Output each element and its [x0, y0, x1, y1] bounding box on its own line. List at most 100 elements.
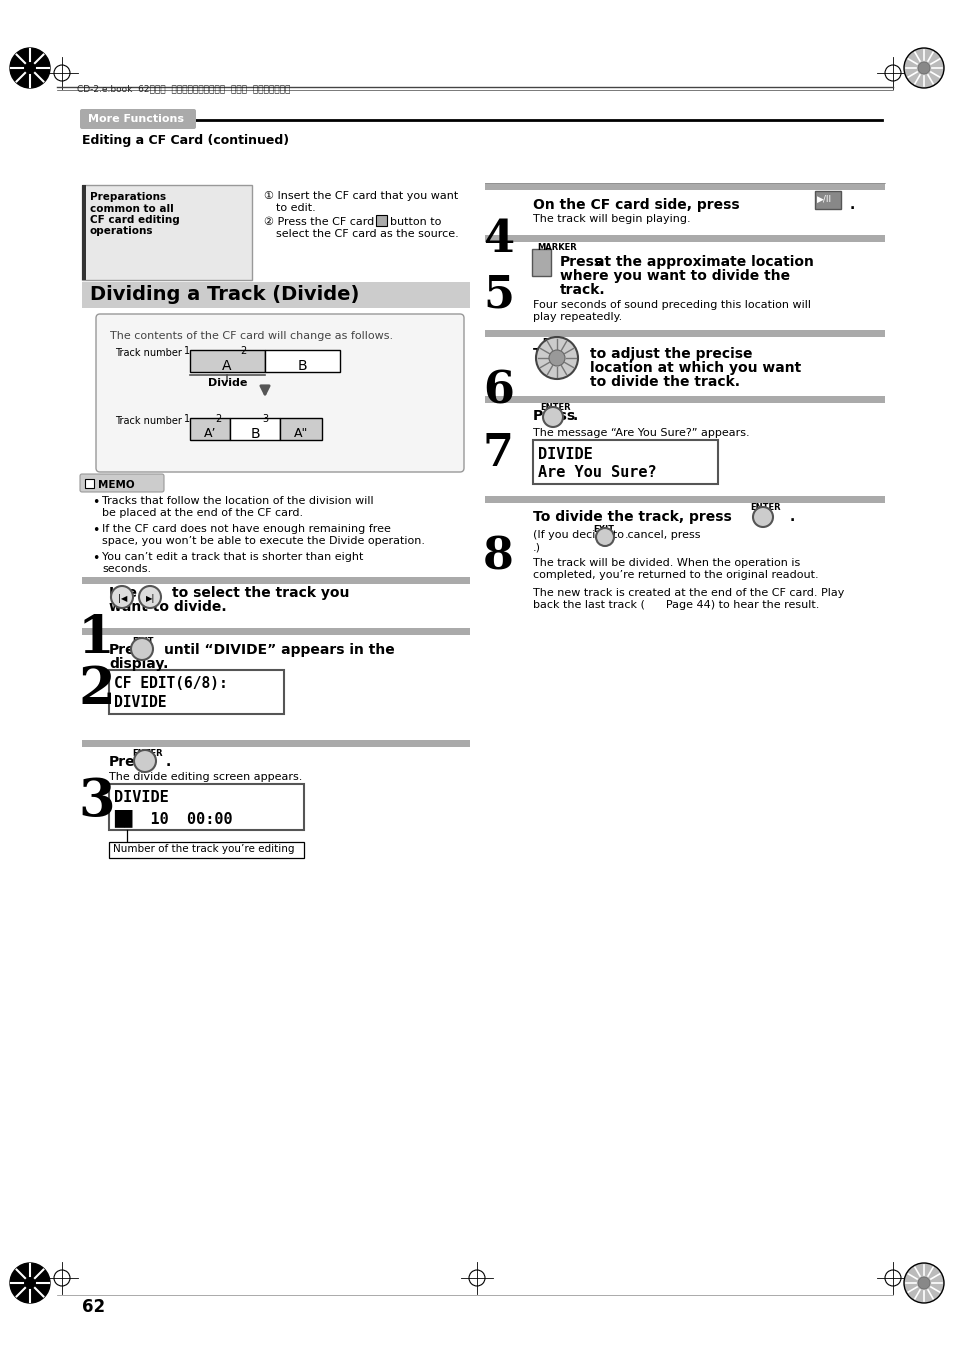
Text: DIVIDE: DIVIDE — [113, 694, 167, 711]
Text: ENTER: ENTER — [749, 503, 780, 512]
Text: DIVIDE: DIVIDE — [113, 790, 169, 805]
Bar — [109, 842, 304, 858]
Text: |◀: |◀ — [118, 594, 128, 603]
Bar — [82, 282, 470, 308]
Text: ENTER: ENTER — [539, 403, 570, 412]
Text: Press: Press — [109, 755, 152, 769]
Circle shape — [10, 49, 50, 88]
Bar — [109, 670, 284, 713]
Circle shape — [917, 62, 929, 74]
Text: .: . — [166, 755, 172, 769]
Text: .: . — [849, 199, 854, 212]
Text: Dividing a Track (Divide): Dividing a Track (Divide) — [90, 285, 359, 304]
Text: A: A — [222, 359, 232, 373]
Bar — [265, 350, 339, 372]
Text: On the CF card side, press: On the CF card side, press — [533, 199, 739, 212]
Text: Turn: Turn — [533, 347, 567, 361]
Text: to select the track you: to select the track you — [172, 586, 349, 600]
Text: back the last track (      Page 44) to hear the result.: back the last track ( Page 44) to hear t… — [533, 600, 819, 611]
Text: DATA: DATA — [541, 338, 566, 347]
Text: Track number: Track number — [115, 416, 182, 426]
Text: 6: 6 — [482, 370, 514, 413]
Text: 1: 1 — [184, 346, 190, 357]
Circle shape — [917, 1277, 929, 1289]
Bar — [484, 182, 884, 190]
Text: 5: 5 — [482, 274, 514, 317]
Circle shape — [131, 638, 152, 661]
Circle shape — [548, 350, 564, 366]
Text: 3: 3 — [262, 413, 268, 424]
Text: Press: Press — [559, 255, 602, 269]
FancyBboxPatch shape — [80, 474, 164, 492]
Text: MARKER: MARKER — [537, 243, 577, 253]
Bar — [82, 185, 86, 280]
Text: (If you decide to cancel, press: (If you decide to cancel, press — [533, 530, 700, 540]
Text: If the CF card does not have enough remaining free: If the CF card does not have enough rema… — [102, 524, 391, 534]
Text: EDIT: EDIT — [132, 638, 153, 646]
Text: 7: 7 — [482, 432, 514, 476]
Text: The contents of the CF card will change as follows.: The contents of the CF card will change … — [110, 331, 393, 340]
Bar — [109, 784, 304, 830]
Text: to divide the track.: to divide the track. — [589, 376, 740, 389]
Text: The new track is created at the end of the CF card. Play: The new track is created at the end of t… — [533, 588, 843, 598]
Text: Press: Press — [533, 409, 576, 423]
Text: 2: 2 — [78, 663, 114, 715]
Bar — [814, 190, 841, 209]
Text: ENTER: ENTER — [132, 748, 162, 758]
Text: 2: 2 — [214, 413, 221, 424]
Text: A’: A’ — [204, 427, 216, 440]
Text: want to divide.: want to divide. — [109, 600, 227, 613]
Text: .: . — [573, 409, 578, 423]
Bar — [484, 235, 884, 242]
Text: at the approximate location: at the approximate location — [595, 255, 813, 269]
Text: .: . — [789, 509, 795, 524]
Bar — [82, 740, 470, 747]
Text: A": A" — [294, 427, 308, 440]
Text: .): .) — [533, 543, 540, 553]
Text: ██  10  00:00: ██ 10 00:00 — [113, 809, 233, 827]
Circle shape — [10, 1263, 50, 1302]
Bar — [82, 628, 470, 635]
Text: •: • — [91, 524, 99, 536]
Bar — [230, 417, 280, 440]
Bar — [532, 249, 551, 276]
Text: 2: 2 — [240, 346, 246, 357]
Text: play repeatedly.: play repeatedly. — [533, 312, 621, 322]
Circle shape — [542, 407, 562, 427]
Text: 62: 62 — [82, 1298, 105, 1316]
Text: or: or — [142, 586, 158, 600]
Text: display.: display. — [109, 657, 168, 671]
Text: Press: Press — [109, 643, 152, 657]
Text: seconds.: seconds. — [102, 563, 151, 574]
Text: ② Press the CF card: ② Press the CF card — [264, 218, 374, 227]
Text: Track number: Track number — [115, 349, 182, 358]
Text: To divide the track, press: To divide the track, press — [533, 509, 731, 524]
FancyBboxPatch shape — [80, 109, 195, 128]
Text: .: . — [624, 530, 628, 540]
Bar — [190, 350, 265, 372]
Text: •: • — [91, 496, 99, 509]
Text: The track will begin playing.: The track will begin playing. — [533, 213, 690, 224]
Text: Preparations: Preparations — [90, 192, 166, 203]
Text: 3: 3 — [78, 775, 114, 827]
Text: B: B — [250, 427, 259, 440]
Bar — [82, 185, 252, 280]
Text: Tracks that follow the location of the division will: Tracks that follow the location of the d… — [102, 496, 374, 507]
Text: to adjust the precise: to adjust the precise — [589, 347, 752, 361]
Circle shape — [903, 49, 943, 88]
Text: More Functions: More Functions — [88, 113, 184, 124]
Text: location at which you want: location at which you want — [589, 361, 801, 376]
Circle shape — [536, 336, 578, 380]
Text: Are You Sure?: Are You Sure? — [537, 465, 656, 480]
Circle shape — [596, 528, 614, 546]
Text: ① Insert the CF card that you want: ① Insert the CF card that you want — [264, 190, 457, 201]
Text: select the CF card as the source.: select the CF card as the source. — [275, 230, 458, 239]
Text: CF card editing: CF card editing — [90, 215, 179, 226]
Text: track.: track. — [559, 282, 605, 297]
Text: 4: 4 — [482, 218, 514, 261]
Text: common to all: common to all — [90, 204, 173, 213]
Text: 8: 8 — [482, 535, 514, 578]
Text: button to: button to — [390, 218, 441, 227]
Text: 1: 1 — [184, 413, 190, 424]
Text: completed, you’re returned to the original readout.: completed, you’re returned to the origin… — [533, 570, 818, 580]
